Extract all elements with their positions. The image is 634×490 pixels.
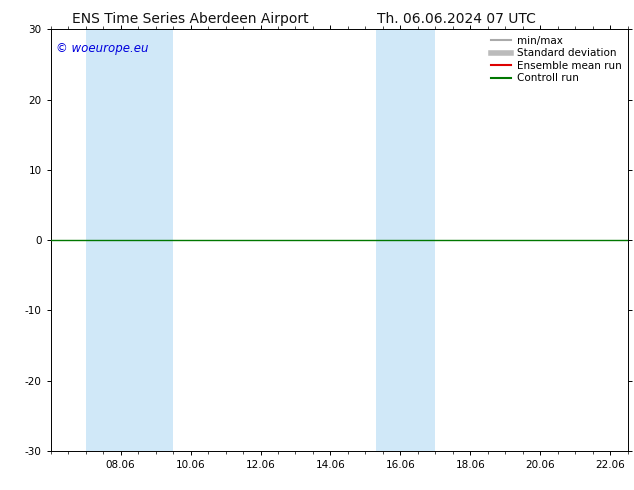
Text: © woeurope.eu: © woeurope.eu [56,42,149,55]
Bar [376,29,436,451]
Legend: min/max, Standard deviation, Ensemble mean run, Controll run: min/max, Standard deviation, Ensemble me… [486,31,626,88]
Bar [86,29,173,451]
Text: ENS Time Series Aberdeen Airport: ENS Time Series Aberdeen Airport [72,12,309,26]
Text: Th. 06.06.2024 07 UTC: Th. 06.06.2024 07 UTC [377,12,536,26]
